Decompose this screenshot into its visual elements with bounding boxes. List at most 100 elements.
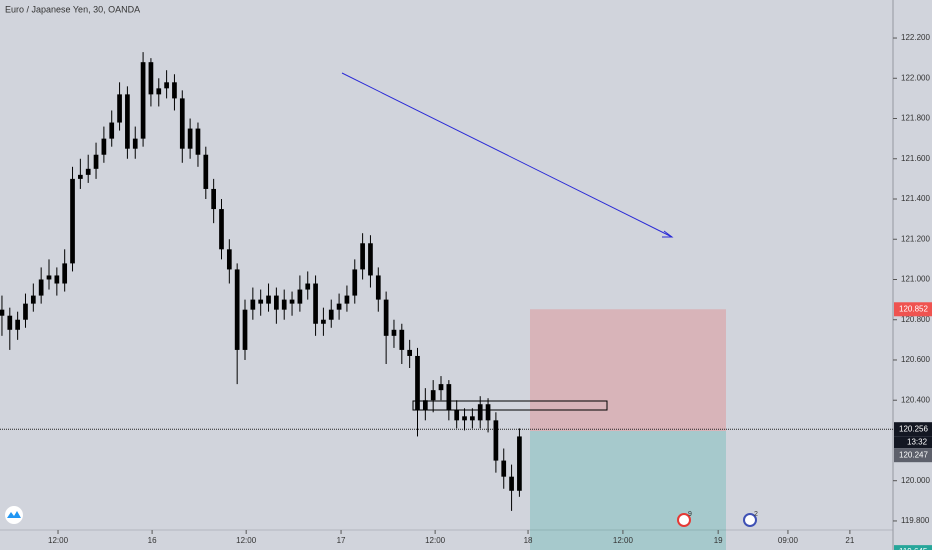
stop-label: 120.852 — [899, 304, 928, 313]
candle-body — [454, 410, 460, 421]
trend-arrow — [341, 72, 673, 238]
candle-body — [517, 436, 522, 491]
candle-body — [242, 309, 248, 350]
candle-body — [477, 404, 483, 421]
x-tick-label: 18 — [524, 536, 533, 545]
candle-body — [470, 416, 475, 421]
event-icon[interactable] — [677, 513, 691, 527]
y-tick-label: 120.600 — [901, 355, 930, 364]
candle-body — [391, 329, 397, 336]
candle-body — [179, 98, 185, 149]
candle-body — [203, 154, 209, 189]
countdown: 13:32 — [907, 437, 928, 446]
y-tick-label: 120.800 — [901, 315, 930, 324]
target-zone — [530, 431, 726, 550]
logo[interactable] — [5, 506, 23, 524]
candle-body — [360, 243, 365, 270]
candle-body — [368, 243, 373, 276]
candle-body — [62, 263, 68, 284]
candle-body — [250, 299, 256, 310]
stop-zone — [530, 309, 726, 432]
y-tick-label: 121.800 — [901, 114, 930, 123]
candle-body — [156, 88, 162, 95]
y-tick-label: 121.000 — [901, 275, 930, 284]
arrow-head — [662, 230, 674, 238]
x-tick-label: 12:00 — [613, 536, 634, 545]
countdown-bg — [894, 436, 932, 449]
candle-body — [274, 295, 279, 310]
candle-body — [132, 138, 138, 149]
candle-body — [430, 390, 436, 401]
candle-body — [321, 319, 326, 324]
candle-body — [23, 303, 28, 320]
x-tick-label: 12:00 — [236, 536, 257, 545]
candle-body — [289, 299, 295, 304]
candle-body — [501, 460, 507, 477]
candle-body — [219, 209, 224, 250]
event-count: 9 — [688, 511, 692, 518]
candle-body — [266, 295, 271, 304]
candle-body — [109, 122, 115, 139]
y-tick-label: 122.200 — [901, 33, 930, 42]
logo-icon — [7, 511, 21, 518]
candle-body — [407, 349, 413, 356]
candle-body — [446, 384, 452, 411]
zone-box — [412, 400, 608, 411]
candle-body — [462, 416, 467, 421]
candle-body — [7, 315, 13, 330]
candle-body — [234, 269, 240, 350]
candle-body — [78, 174, 83, 179]
candle-body — [93, 154, 99, 169]
candle-body — [422, 400, 428, 411]
candle-body — [336, 303, 342, 310]
entry-label-bg — [894, 448, 932, 463]
event-icon[interactable] — [743, 513, 757, 527]
candle-body — [415, 355, 420, 411]
candle-body — [172, 82, 177, 99]
candle-body — [383, 299, 389, 336]
y-tick-label: 122.000 — [901, 73, 930, 82]
y-tick-label: 119.800 — [901, 516, 930, 525]
candle-body — [281, 299, 287, 310]
candle-body — [148, 62, 154, 95]
candle-body — [140, 62, 146, 139]
x-tick-label: 12:00 — [48, 536, 69, 545]
candle-body — [438, 384, 444, 391]
candle-body — [297, 289, 303, 304]
stop-label-bg — [894, 302, 932, 317]
x-tick-label: 17 — [337, 536, 346, 545]
candle-body — [117, 94, 122, 123]
candle-body — [328, 309, 334, 320]
candle-body — [375, 275, 381, 300]
current-price-label: 120.256 — [899, 424, 928, 433]
candle-body — [0, 309, 5, 316]
y-tick-label: 121.200 — [901, 234, 930, 243]
candle-body — [38, 279, 44, 296]
target-label-bg — [894, 545, 932, 550]
x-tick-label: 09:00 — [778, 536, 799, 545]
candle-body — [15, 319, 20, 330]
candle-body — [164, 82, 169, 89]
candle-body — [85, 168, 91, 175]
candle-body — [187, 128, 193, 149]
current-price-label-bg — [894, 422, 932, 437]
candle-body — [226, 249, 232, 270]
candle-body — [54, 275, 60, 284]
candle-body — [195, 128, 201, 155]
x-tick-label: 12:00 — [425, 536, 446, 545]
y-tick-label: 121.400 — [901, 194, 930, 203]
candle-body — [258, 299, 264, 304]
entry-label: 120.247 — [899, 450, 928, 459]
event-count: 2 — [754, 511, 758, 518]
candle-body — [344, 295, 350, 304]
x-tick-label: 19 — [714, 536, 723, 545]
x-tick-label: 21 — [845, 536, 854, 545]
candle-body — [125, 94, 130, 149]
candle-body — [352, 269, 358, 296]
y-tick-label: 121.600 — [901, 154, 930, 163]
candle-body — [211, 188, 216, 210]
y-tick-label: 120.000 — [901, 476, 930, 485]
candle-body — [70, 178, 75, 264]
